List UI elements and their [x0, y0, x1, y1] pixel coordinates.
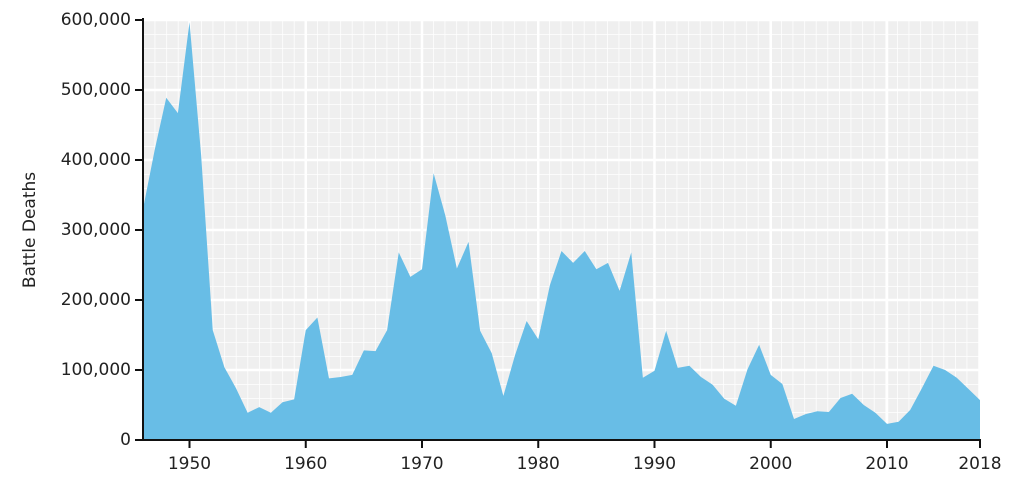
y-tick-label: 600,000 [61, 10, 131, 30]
y-tick-label: 300,000 [61, 220, 131, 240]
x-tick-label: 2018 [958, 454, 1001, 474]
x-tick-label: 1970 [400, 454, 443, 474]
x-tick-label: 1980 [517, 454, 560, 474]
y-axis-label: Battle Deaths [20, 172, 40, 288]
x-tick-label: 2010 [865, 454, 908, 474]
y-tick-label: 100,000 [61, 360, 131, 380]
x-tick-label: 1950 [168, 454, 211, 474]
area [143, 22, 980, 440]
x-tick-label: 1960 [284, 454, 327, 474]
y-tick-label: 200,000 [61, 290, 131, 310]
x-tick-label: 2000 [749, 454, 792, 474]
y-tick-label: 500,000 [61, 80, 131, 100]
y-tick-label: 400,000 [61, 150, 131, 170]
x-tick-label: 1990 [633, 454, 676, 474]
y-tick-label: 0 [120, 430, 131, 450]
